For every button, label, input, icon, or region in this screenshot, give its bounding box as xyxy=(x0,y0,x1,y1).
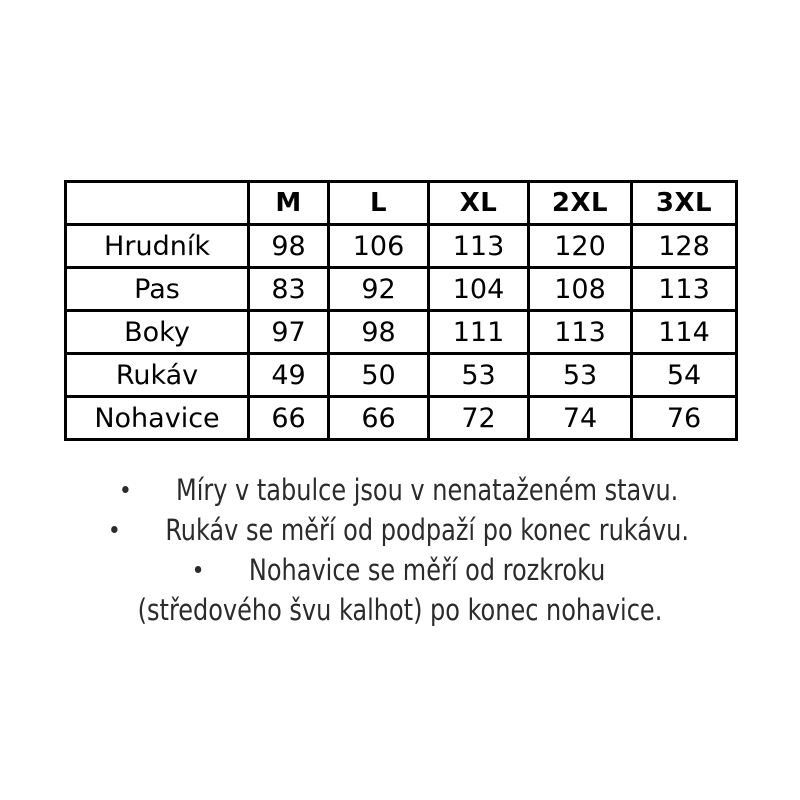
cell-pas-xl: 104 xyxy=(427,266,530,312)
header-cell-2xl: 2XL xyxy=(527,180,633,226)
size-table-container: M L XL 2XL 3XL Hrudník 98 106 113 120 12… xyxy=(64,180,738,441)
header-cell-3xl: 3XL xyxy=(630,180,738,226)
cell-nohavice-xl: 72 xyxy=(427,395,530,441)
table-row: Boky 97 98 111 113 114 xyxy=(64,309,738,355)
cell-hrudnik-m: 98 xyxy=(247,223,330,269)
measurement-notes: Míry v tabulce jsou v nenataženém stavu.… xyxy=(0,470,800,630)
cell-hrudnik-xl: 113 xyxy=(427,223,530,269)
note-item-1: Míry v tabulce jsou v nenataženém stavu. xyxy=(32,470,768,510)
table-row: Hrudník 98 106 113 120 128 xyxy=(64,223,738,269)
table-header-row: M L XL 2XL 3XL xyxy=(64,180,738,226)
size-table-body: Hrudník 98 106 113 120 128 Pas 83 92 104… xyxy=(64,223,738,441)
header-cell-l: L xyxy=(327,180,430,226)
size-table-header: M L XL 2XL 3XL xyxy=(64,180,738,226)
cell-rukav-xl: 53 xyxy=(427,352,530,398)
bullet-dot-icon xyxy=(194,565,202,573)
row-label-nohavice: Nohavice xyxy=(64,395,250,441)
note-text-2: Rukáv se měří od podpaží po konec rukávu… xyxy=(165,513,689,547)
note-text-3: Nohavice se měří od rozkroku xyxy=(248,553,606,587)
row-label-boky: Boky xyxy=(64,309,250,355)
row-label-rukav: Rukáv xyxy=(64,352,250,398)
cell-boky-2xl: 113 xyxy=(527,309,633,355)
table-row: Nohavice 66 66 72 74 76 xyxy=(64,395,738,441)
cell-pas-2xl: 108 xyxy=(527,266,633,312)
cell-nohavice-m: 66 xyxy=(247,395,330,441)
cell-boky-3xl: 114 xyxy=(630,309,738,355)
cell-boky-m: 97 xyxy=(247,309,330,355)
table-row: Rukáv 49 50 53 53 54 xyxy=(64,352,738,398)
cell-rukav-2xl: 53 xyxy=(527,352,633,398)
row-label-pas: Pas xyxy=(64,266,250,312)
cell-pas-3xl: 113 xyxy=(630,266,738,312)
header-cell-corner xyxy=(64,180,250,226)
cell-hrudnik-2xl: 120 xyxy=(527,223,633,269)
header-cell-xl: XL xyxy=(427,180,530,226)
row-label-hrudnik: Hrudník xyxy=(64,223,250,269)
cell-rukav-m: 49 xyxy=(247,352,330,398)
note-item-3: Nohavice se měří od rozkroku xyxy=(32,550,768,590)
cell-nohavice-3xl: 76 xyxy=(630,395,738,441)
bullet-dot-icon xyxy=(111,525,118,533)
cell-hrudnik-3xl: 128 xyxy=(630,223,738,269)
cell-boky-l: 98 xyxy=(327,309,430,355)
cell-rukav-3xl: 54 xyxy=(630,352,738,398)
header-cell-m: M xyxy=(247,180,330,226)
cell-nohavice-l: 66 xyxy=(327,395,430,441)
note-item-2: Rukáv se měří od podpaží po konec rukávu… xyxy=(32,510,768,550)
note-text-1: Míry v tabulce jsou v nenataženém stavu. xyxy=(175,473,679,507)
cell-hrudnik-l: 106 xyxy=(327,223,430,269)
table-row: Pas 83 92 104 108 113 xyxy=(64,266,738,312)
cell-nohavice-2xl: 74 xyxy=(527,395,633,441)
bullet-dot-icon xyxy=(121,485,129,493)
cell-pas-m: 83 xyxy=(247,266,330,312)
size-table: M L XL 2XL 3XL Hrudník 98 106 113 120 12… xyxy=(64,180,738,441)
note-text-3-continuation: (středového švu kalhot) po konec nohavic… xyxy=(137,593,663,627)
cell-pas-l: 92 xyxy=(327,266,430,312)
cell-rukav-l: 50 xyxy=(327,352,430,398)
cell-boky-xl: 111 xyxy=(427,309,530,355)
